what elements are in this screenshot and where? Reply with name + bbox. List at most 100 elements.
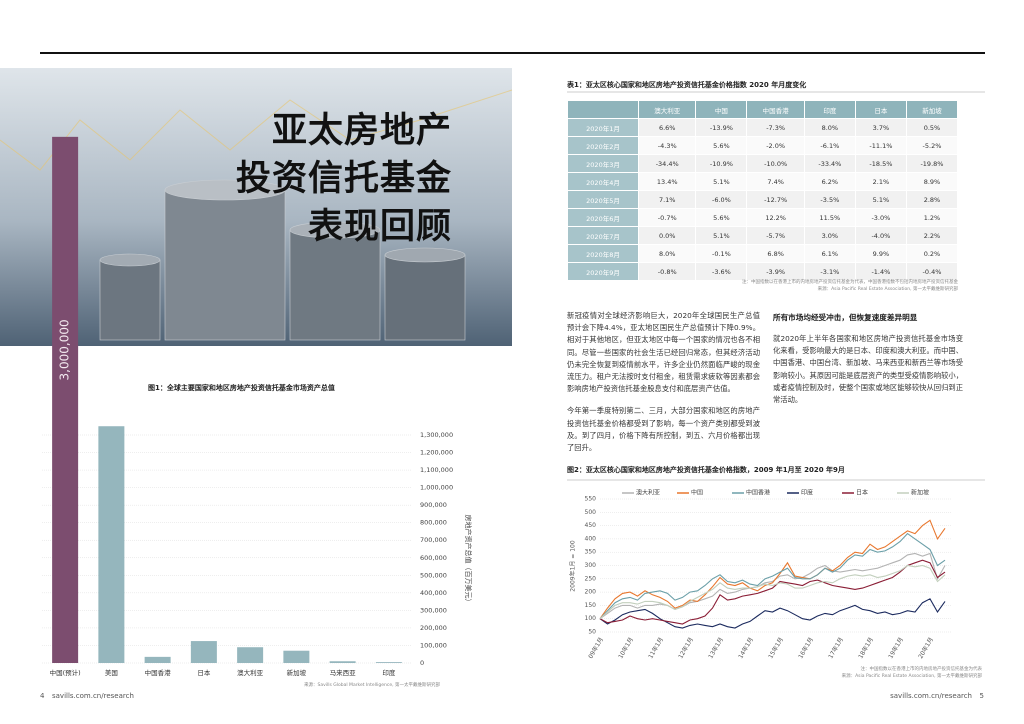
x-tick-label: 18年1月 xyxy=(856,636,875,660)
y-tick-label: 1,300,000 xyxy=(420,431,453,439)
x-tick-label: 12年1月 xyxy=(676,636,695,660)
chart-title: 图2：亚太区核心国家和地区房地产投资信托基金价格指数，2009 年1月至 202… xyxy=(567,465,845,474)
cell: 0.2% xyxy=(905,244,959,263)
row-label: 2020年9月 xyxy=(567,262,639,281)
cell: -13.9% xyxy=(695,118,748,137)
x-tick-label: 14年1月 xyxy=(736,636,755,660)
y-tick-label: 350 xyxy=(585,549,597,556)
x-tick-label: 10年1月 xyxy=(616,636,635,660)
table-row: 2020年8月 8.0% -0.1% 6.8% 6.1% 9.9% 0.2% xyxy=(567,244,959,263)
hero-title: 表现回顾 xyxy=(307,207,452,247)
x-tick-label: 马来西亚 xyxy=(330,669,357,677)
cell: 6.8% xyxy=(746,244,805,263)
cell: 5.1% xyxy=(695,172,748,191)
x-tick-label: 13年1月 xyxy=(706,636,725,660)
bar xyxy=(98,426,125,663)
cell: 8.0% xyxy=(637,244,697,263)
table-note: 注：中国指数以在香港上市的内地房地产投资信托基金为代表，中国香港指数不包括内地房… xyxy=(742,280,958,285)
paragraph: 新冠疫情对全球经济影响巨大，2020年全球国民生产总值预计会下降4.4%，亚太地… xyxy=(567,311,760,394)
hero-title: 投资信托基金 xyxy=(235,159,452,199)
cell: -19.8% xyxy=(905,154,959,173)
y-tick-label: 250 xyxy=(585,575,597,582)
hero-title: 亚太房地产 xyxy=(271,111,452,151)
x-tick-label: 美国 xyxy=(105,668,118,677)
legend-label: 日本 xyxy=(856,489,868,497)
cell: -5.2% xyxy=(905,136,959,155)
table-row: 2020年9月 -0.8% -3.6% -3.9% -3.1% -1.4% -0.4% xyxy=(567,262,959,281)
bar xyxy=(283,650,310,663)
cell: -0.7% xyxy=(637,208,697,227)
table-header: 澳大利亚 中国 中国香港 印度 日本 新加坡 xyxy=(567,100,959,119)
row-label: 2020年6月 xyxy=(567,208,639,227)
table: 澳大利亚 中国 中国香港 印度 日本 新加坡 2020年1月 6.6% -13.9% -7.3% 8… xyxy=(567,100,959,281)
y-axis-label: 2009年1月 = 100 xyxy=(569,540,577,592)
footer-url: savills.com.cn/research xyxy=(52,692,134,700)
y-tick-label: 300 xyxy=(585,562,597,569)
cell: 6.6% xyxy=(637,118,697,137)
table-row: 2020年6月 -0.7% 5.6% 12.2% 11.5% -3.0% 1.2% xyxy=(567,208,959,227)
table-source: 来源：Asia Pacific Real Estate Association,… xyxy=(817,287,958,292)
footer-url: savills.com.cn/research xyxy=(890,692,972,700)
heading: 所有市场均经受冲击，但恢复速度差异明显 xyxy=(773,313,918,322)
x-tick-label: 11年1月 xyxy=(646,636,665,660)
page-number: 4 xyxy=(40,692,45,700)
x-tick-label: 印度 xyxy=(382,668,396,677)
cell: -7.3% xyxy=(746,118,805,137)
x-tick-label: 16年1月 xyxy=(796,636,815,660)
header-cell: 中国 xyxy=(695,100,748,119)
cell: -3.0% xyxy=(854,208,907,227)
x-tick-label: 20年1月 xyxy=(916,636,935,660)
table-title: 表1：亚太区核心国家和地区房地产投资信托基金价格指数 2020 年月度变化 xyxy=(567,81,807,89)
row-label: 2020年2月 xyxy=(567,136,639,155)
header-cell: 中国香港 xyxy=(746,100,805,119)
bar xyxy=(190,641,217,663)
y-axis-label: 房地产资产总值（百万美元） xyxy=(464,515,473,606)
legend-label: 澳大利亚 xyxy=(636,489,660,497)
y-tick-label: 300,000 xyxy=(420,606,447,614)
chart-source: 来源：Asia Pacific Real Estate Association,… xyxy=(841,674,982,679)
cell: 0.5% xyxy=(905,118,959,137)
x-tick-label: 中国香港 xyxy=(145,668,172,677)
y-tick-label: 100 xyxy=(585,615,597,622)
header-cell xyxy=(567,100,639,119)
cell: 2.2% xyxy=(905,226,959,245)
x-tick-label: 澳大利亚 xyxy=(237,668,264,677)
cell: -0.1% xyxy=(695,244,748,263)
chart-note: 注：中国指数以在香港上市的内地房地产投资信托基金为代表 xyxy=(860,667,983,672)
cell: 2.8% xyxy=(905,190,959,209)
cell: -11.1% xyxy=(854,136,907,155)
line-series xyxy=(599,552,946,620)
bar xyxy=(329,661,356,663)
cell: 8.9% xyxy=(905,172,959,191)
cell: -3.5% xyxy=(803,190,856,209)
x-tick-label: 17年1月 xyxy=(826,636,845,660)
value-label: 3,000,000 xyxy=(58,319,72,380)
cell: 12.2% xyxy=(746,208,805,227)
row-label: 2020年4月 xyxy=(567,172,639,191)
cell: -3.9% xyxy=(746,262,805,281)
cell: -2.0% xyxy=(746,136,805,155)
y-tick-label: 200,000 xyxy=(420,624,447,632)
cell: 7.1% xyxy=(637,190,697,209)
cell: 5.1% xyxy=(695,226,748,245)
body-left: 新冠疫情对全球经济影响巨大，2020年全球国民生产总值预计会下降4.4%，亚太地… xyxy=(567,310,760,464)
cell: 1.2% xyxy=(905,208,959,227)
cell: 6.2% xyxy=(803,172,856,191)
cell: 9.9% xyxy=(854,244,907,263)
cell: 6.1% xyxy=(803,244,856,263)
cell: 2.1% xyxy=(854,172,907,191)
y-tick-label: 400,000 xyxy=(420,589,447,597)
y-tick-label: 1,100,000 xyxy=(420,466,453,474)
cell: -6.1% xyxy=(803,136,856,155)
table-row: 2020年1月 6.6% -13.9% -7.3% 8.0% 3.7% 0.5% xyxy=(567,118,959,137)
cell: -33.4% xyxy=(803,154,856,173)
y-tick-label: 500 xyxy=(585,509,597,516)
table-row: 2020年3月 -34.4% -10.9% -10.0% -33.4% -18.5% -19… xyxy=(567,154,959,173)
cell: -0.4% xyxy=(905,262,959,281)
chart-title: 图1：全球主要国家和地区房地产投资信托基金市场资产总值 xyxy=(148,383,335,392)
cell: 3.7% xyxy=(854,118,907,137)
cell: -3.6% xyxy=(695,262,748,281)
line-series xyxy=(599,532,946,620)
